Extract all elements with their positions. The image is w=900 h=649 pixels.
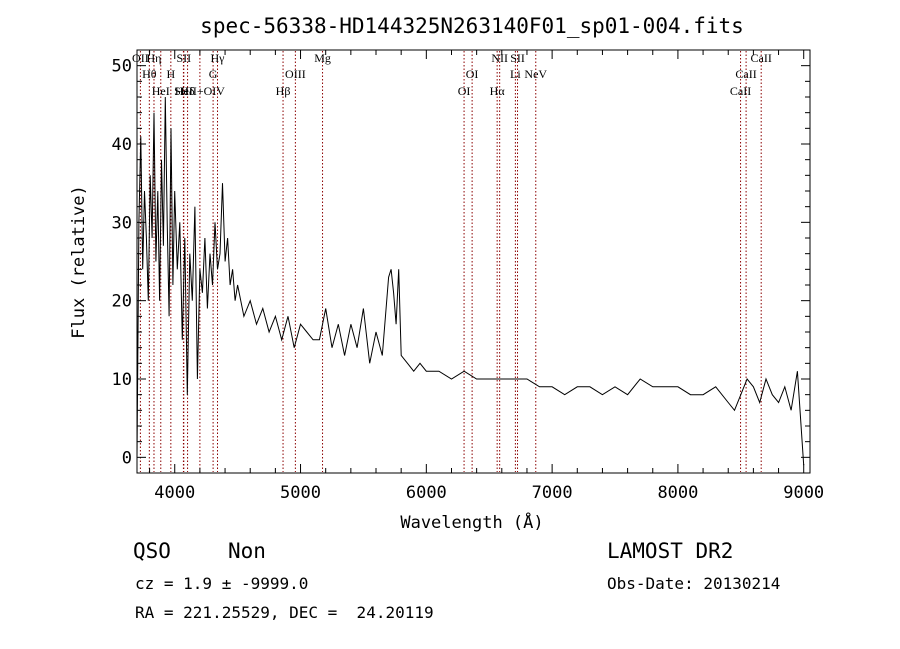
emission-line-label: OIII (285, 67, 306, 81)
y-tick-label: 30 (112, 213, 132, 233)
chart-title: spec-56338-HD144325N263140F01_sp01-004.f… (200, 14, 744, 38)
x-tick-label: 7000 (532, 483, 573, 503)
y-tick-label: 10 (112, 370, 132, 390)
emission-line-label: Hα (490, 84, 506, 98)
emission-line-label: OI (466, 67, 479, 81)
emission-line-label: HeI (152, 84, 170, 98)
x-tick-label: 6000 (406, 483, 447, 503)
emission-line-label: OI (458, 84, 471, 98)
emission-line-label: SIII (174, 84, 193, 98)
survey-label: LAMOST DR2 (607, 539, 734, 563)
emission-line-label: NII (491, 51, 508, 65)
x-axis-label: Wavelength (Å) (400, 511, 543, 533)
y-axis-label: Flux (relative) (69, 185, 89, 339)
emission-line-label: CaII (751, 51, 772, 65)
object-subclass-label: Non (228, 539, 266, 563)
emission-line-label: H (167, 67, 176, 81)
emission-line-label: Hδ (180, 84, 195, 98)
x-axis-ticks: 4000 5000 6000 7000 8000 9000 (149, 50, 824, 503)
emission-line-markers (139, 51, 762, 472)
emission-line-label: CaII (730, 84, 751, 98)
y-axis-ticks: 0 10 20 30 40 50 (112, 57, 810, 468)
emission-line-label: Hγ (211, 51, 226, 65)
emission-line-label: SII (510, 51, 525, 65)
y-tick-label: 50 (112, 57, 132, 77)
emission-line-labels: OIIHηHθHeISIIHSIIIHδHγGHeII+OIVOIIIHβMgO… (132, 51, 772, 98)
emission-line-label: G (209, 67, 218, 81)
emission-line-label: Hβ (276, 84, 291, 98)
spectrum-series-line (136, 96, 805, 466)
emission-line-label: OII (132, 51, 149, 65)
x-tick-label: 8000 (657, 483, 698, 503)
y-tick-label: 20 (112, 292, 132, 312)
emission-line-label: HeII+OIV (175, 84, 225, 98)
redshift-text: cz = 1.9 ± -9999.0 (135, 574, 309, 593)
x-tick-label: 4000 (154, 483, 195, 503)
emission-line-label: NeV (524, 67, 547, 81)
object-class-label: QSO (133, 539, 171, 563)
emission-line-label: Hθ (142, 67, 157, 81)
emission-line-label: Li (510, 67, 521, 81)
y-tick-label: 40 (112, 135, 132, 155)
emission-line-label: SII (176, 51, 191, 65)
coordinates-text: RA = 221.25529, DEC = 24.20119 (135, 603, 434, 622)
x-tick-label: 9000 (783, 483, 824, 503)
y-tick-label: 0 (122, 448, 132, 468)
plot-frame (136, 49, 811, 474)
emission-line-label: CaII (735, 67, 756, 81)
obs-date-text: Obs-Date: 20130214 (607, 574, 781, 593)
emission-line-label: Hη (147, 51, 162, 65)
x-tick-label: 5000 (280, 483, 321, 503)
emission-line-label: Mg (314, 51, 331, 65)
